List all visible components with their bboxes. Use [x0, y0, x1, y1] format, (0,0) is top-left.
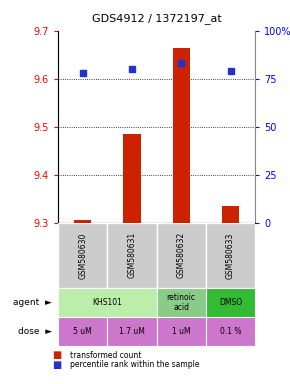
Bar	[206, 317, 255, 346]
Text: ■: ■	[52, 350, 61, 360]
Text: GDS4912 / 1372197_at: GDS4912 / 1372197_at	[92, 13, 222, 24]
Bar	[58, 288, 157, 317]
Text: percentile rank within the sample: percentile rank within the sample	[70, 360, 199, 369]
Bar	[107, 223, 157, 288]
Bar	[58, 317, 107, 346]
Bar	[206, 223, 255, 288]
Text: KHS101: KHS101	[92, 298, 122, 307]
Text: GSM580631: GSM580631	[127, 232, 137, 278]
Bar	[123, 134, 141, 223]
Bar	[107, 317, 157, 346]
Text: transformed count: transformed count	[70, 351, 141, 360]
Text: dose  ►: dose ►	[18, 327, 52, 336]
Bar	[157, 317, 206, 346]
Bar	[206, 288, 255, 317]
Text: DMSO: DMSO	[219, 298, 242, 307]
Text: retinoic
acid: retinoic acid	[167, 293, 196, 312]
Text: 1.7 uM: 1.7 uM	[119, 327, 145, 336]
Bar	[173, 48, 190, 223]
Text: GSM580630: GSM580630	[78, 232, 87, 278]
Text: GSM580632: GSM580632	[177, 232, 186, 278]
Text: GSM580633: GSM580633	[226, 232, 235, 278]
Bar	[74, 220, 91, 223]
Text: agent  ►: agent ►	[13, 298, 52, 307]
Text: 0.1 %: 0.1 %	[220, 327, 241, 336]
Bar	[157, 288, 206, 317]
Text: 1 uM: 1 uM	[172, 327, 191, 336]
Bar	[157, 223, 206, 288]
Text: ■: ■	[52, 360, 61, 370]
Text: 5 uM: 5 uM	[73, 327, 92, 336]
Bar	[222, 206, 239, 223]
Bar	[58, 223, 107, 288]
